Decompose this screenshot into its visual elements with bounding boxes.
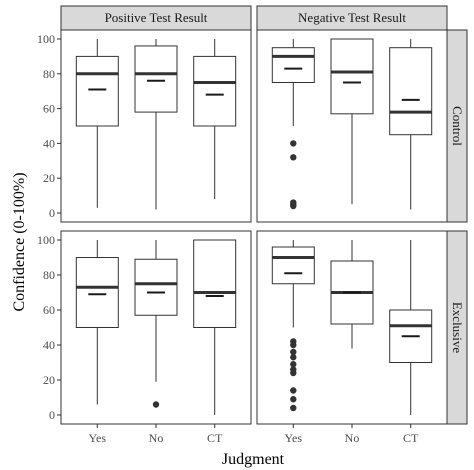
row-strip-label: Control xyxy=(450,106,465,146)
outlier-point xyxy=(290,140,297,147)
outlier-point xyxy=(290,369,297,377)
outlier-point xyxy=(290,341,297,349)
outlier-point xyxy=(290,202,297,210)
box-iqr xyxy=(134,258,178,316)
outlier-point xyxy=(290,348,297,356)
box-iqr xyxy=(193,239,237,328)
box-iqr xyxy=(75,55,119,127)
box-iqr xyxy=(271,47,315,83)
x-tick-label: CT xyxy=(207,431,223,445)
x-tick-label: Yes xyxy=(89,431,107,445)
col-strip-label: Positive Test Result xyxy=(105,10,208,25)
row-strip-label: Exclusive xyxy=(450,302,465,353)
outlier-point xyxy=(290,354,297,361)
y-tick-label: 0 xyxy=(49,206,55,220)
x-tick-label: No xyxy=(345,431,360,445)
x-axis-title: Judgment xyxy=(222,451,285,468)
plot-layer: Positive Test Result Negative Test Result… xyxy=(37,5,468,445)
y-tick-label: 80 xyxy=(43,67,55,81)
box-iqr xyxy=(75,257,119,328)
y-tick-label: 60 xyxy=(43,102,55,116)
x-tick-label: CT xyxy=(403,431,419,445)
box-iqr xyxy=(330,38,374,115)
y-tick-label: 80 xyxy=(43,268,55,282)
outlier-point xyxy=(290,404,297,412)
col-strip-label: Negative Test Result xyxy=(298,10,406,25)
y-tick-label: 100 xyxy=(37,32,55,46)
outlier-point xyxy=(290,361,297,368)
box-iqr xyxy=(271,246,315,285)
y-tick-label: 40 xyxy=(43,338,55,352)
outlier-point xyxy=(290,154,297,161)
col-strip xyxy=(60,5,252,31)
y-tick-label: 60 xyxy=(43,303,55,317)
x-tick-label: Yes xyxy=(285,431,303,445)
box-iqr xyxy=(389,47,433,136)
y-axis-title: Confidence (0-100%) xyxy=(11,172,28,311)
y-tick-label: 0 xyxy=(49,408,55,422)
col-strip xyxy=(256,5,448,31)
x-tick-label: No xyxy=(149,431,164,445)
box-iqr xyxy=(134,45,178,113)
y-tick-label: 100 xyxy=(37,233,55,247)
y-tick-label: 20 xyxy=(43,373,55,387)
box-iqr xyxy=(193,55,237,127)
y-tick-label: 40 xyxy=(43,136,55,150)
outlier-point xyxy=(290,396,297,403)
y-tick-label: 20 xyxy=(43,171,55,185)
outlier-point xyxy=(290,387,297,394)
outlier-point xyxy=(152,401,160,408)
